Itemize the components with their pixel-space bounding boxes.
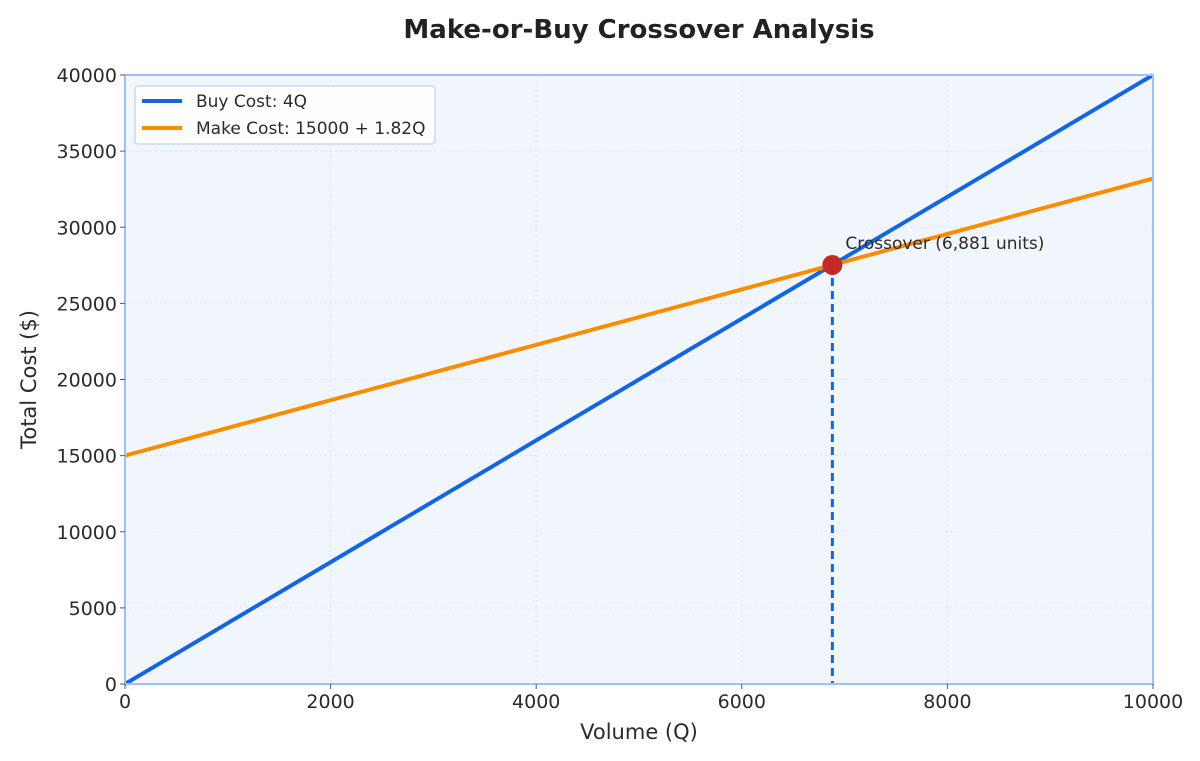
y-tick-label: 10000 xyxy=(57,522,117,544)
y-axis-ticks: 0 5000 10000 15000 20000 25000 30000 35000 40000 xyxy=(57,65,125,696)
y-tick-label: 25000 xyxy=(57,293,117,315)
x-axis-ticks: 0 2000 4000 6000 8000 10000 xyxy=(119,684,1183,713)
x-tick-label: 10000 xyxy=(1123,691,1183,713)
chart-title: Make-or-Buy Crossover Analysis xyxy=(403,15,874,45)
y-axis-title: Total Cost ($) xyxy=(17,310,41,450)
x-axis-title: Volume (Q) xyxy=(580,720,698,744)
legend-label: Buy Cost: 4Q xyxy=(196,92,307,112)
legend-items: Buy Cost: 4Q Make Cost: 15000 + 1.82Q xyxy=(142,92,425,139)
y-tick-label: 30000 xyxy=(57,217,117,239)
series-layer xyxy=(123,73,1155,686)
legend-box xyxy=(134,85,436,145)
x-tick-label: 0 xyxy=(119,691,131,713)
legend: Buy Cost: 4Q Make Cost: 15000 + 1.82Q xyxy=(134,85,436,145)
y-tick-label: 15000 xyxy=(57,446,117,468)
x-tick-label: 6000 xyxy=(718,691,766,713)
legend-label: Make Cost: 15000 + 1.82Q xyxy=(196,119,425,139)
crossover-marker xyxy=(822,254,843,275)
y-tick-label: 0 xyxy=(105,674,117,696)
y-tick-label: 40000 xyxy=(57,65,117,87)
series-line-0 xyxy=(123,73,1155,686)
x-tick-label: 8000 xyxy=(923,691,971,713)
crossover-label: Crossover (6,881 units) xyxy=(845,234,1044,254)
y-tick-label: 5000 xyxy=(69,598,117,620)
series-line-1 xyxy=(124,176,1154,458)
x-tick-label: 2000 xyxy=(306,691,354,713)
x-tick-label: 4000 xyxy=(512,691,560,713)
y-tick-label: 35000 xyxy=(57,141,117,163)
y-tick-label: 20000 xyxy=(57,370,117,392)
